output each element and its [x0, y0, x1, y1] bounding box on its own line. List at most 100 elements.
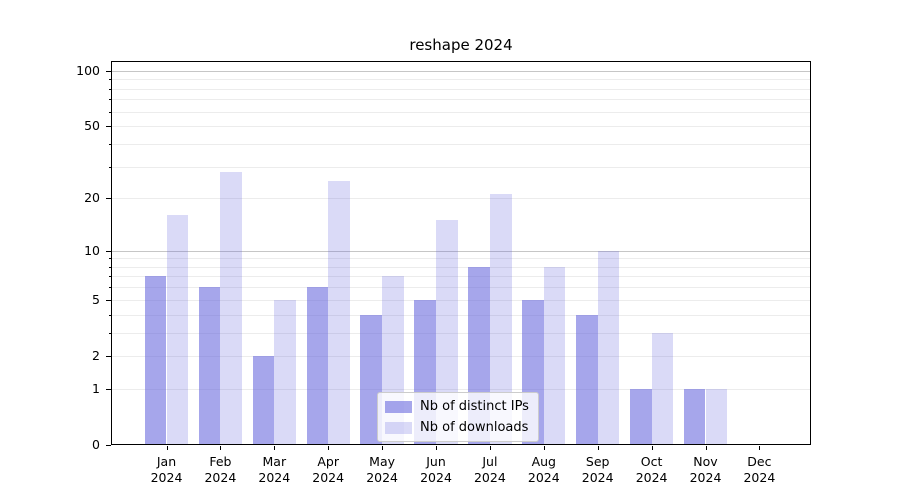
- ytick-label-100: 100: [76, 62, 100, 78]
- xtick-month: Aug: [531, 454, 556, 469]
- legend-swatch-icon: [385, 421, 412, 434]
- ytick-minor-mark-4: [109, 314, 111, 316]
- gridline-y-4: [111, 314, 811, 316]
- legend-swatch-icon: [385, 400, 412, 413]
- xtick-month: Nov: [693, 454, 718, 469]
- bar-downloads-mar: [274, 299, 296, 445]
- ytick-minor-mark-9: [109, 258, 111, 260]
- gridline-y-40: [111, 143, 811, 145]
- xtick-year: 2024: [150, 470, 183, 485]
- xtick-year: 2024: [312, 470, 345, 485]
- legend-row: Nb of downloads: [385, 419, 529, 436]
- xtick-month: Mar: [262, 454, 287, 469]
- xtick-mark-5: [436, 446, 437, 450]
- ytick-minor-mark-30: [109, 166, 111, 168]
- gridline-y-60: [111, 111, 811, 113]
- bar-distinct-ips-feb: [198, 287, 221, 445]
- xtick-label-mar: Mar 2024: [244, 454, 304, 486]
- xtick-label-jan: Jan 2024: [137, 454, 197, 486]
- xtick-label-may: May 2024: [352, 454, 412, 486]
- ytick-mark-0: [106, 445, 111, 446]
- ytick-minor-mark-90: [109, 79, 111, 81]
- bar-downloads-nov: [705, 388, 728, 445]
- xtick-month: Feb: [209, 454, 232, 469]
- gridline-y-50: [111, 126, 811, 128]
- gridline-y-5: [111, 299, 811, 301]
- legend-label: Nb of downloads: [420, 420, 529, 435]
- ytick-label-50: 50: [84, 118, 100, 134]
- ytick-minor-mark-7: [109, 276, 111, 278]
- xtick-label-sep: Sep 2024: [568, 454, 628, 486]
- xtick-mark-11: [759, 446, 761, 450]
- ytick-minor-mark-80: [109, 88, 111, 90]
- ytick-mark-100: [106, 70, 111, 72]
- xtick-year: 2024: [420, 470, 452, 485]
- legend: Nb of distinct IPs Nb of downloads: [377, 392, 539, 442]
- gridline-y-100: [111, 70, 811, 72]
- bar-downloads-jul: [489, 194, 512, 445]
- xtick-mark-8: [597, 446, 599, 450]
- xtick-label-feb: Feb 2024: [190, 454, 250, 486]
- xtick-year: 2024: [635, 470, 668, 485]
- ytick-minor-mark-70: [109, 99, 111, 101]
- gridline-y-7: [111, 276, 811, 278]
- xtick-mark-7: [543, 446, 545, 450]
- xtick-label-jul: Jul 2024: [460, 454, 520, 486]
- bar-distinct-ips-oct: [629, 388, 652, 445]
- xtick-year: 2024: [743, 470, 776, 485]
- bar-downloads-jan: [166, 215, 189, 445]
- xtick-label-aug: Aug 2024: [514, 454, 574, 486]
- xtick-month: Sep: [585, 454, 610, 469]
- ytick-minor-mark-60: [109, 111, 111, 113]
- legend-label: Nb of distinct IPs: [420, 399, 529, 414]
- ytick-label-1: 1: [92, 380, 100, 396]
- ytick-minor-mark-40: [109, 143, 111, 145]
- ytick-label-5: 5: [92, 291, 100, 307]
- ytick-label-0: 0: [92, 437, 100, 452]
- bar-distinct-ips-may: [360, 314, 383, 445]
- gridline-y-30: [111, 166, 811, 168]
- ytick-mark-50: [106, 126, 111, 128]
- xtick-month: Jan: [156, 454, 177, 469]
- xtick-year: 2024: [581, 470, 614, 485]
- xtick-label-apr: Apr 2024: [298, 454, 358, 486]
- ytick-minor-mark-6: [109, 287, 111, 289]
- xtick-label-dec: Dec 2024: [729, 454, 789, 486]
- ytick-mark-2: [106, 355, 111, 357]
- bar-distinct-ips-sep: [576, 314, 598, 445]
- xtick-month: Apr: [317, 454, 339, 469]
- xtick-month: Jul: [482, 454, 498, 469]
- legend-row: Nb of distinct IPs: [385, 398, 529, 415]
- xtick-mark-3: [328, 446, 330, 450]
- ytick-minor-mark-3: [109, 332, 111, 334]
- gridline-y-1: [111, 388, 811, 390]
- gridline-y-3: [111, 332, 811, 334]
- xtick-mark-2: [274, 446, 276, 450]
- gridline-y-80: [111, 88, 811, 90]
- bar-distinct-ips-jan: [144, 276, 167, 445]
- xtick-year: 2024: [258, 470, 291, 485]
- xtick-month: Dec: [747, 454, 772, 469]
- plot-area: [111, 61, 811, 445]
- bar-distinct-ips-apr: [306, 287, 329, 445]
- xtick-mark-1: [220, 446, 222, 450]
- xtick-mark-9: [651, 446, 653, 450]
- ytick-mark-5: [106, 299, 111, 301]
- gridline-y-8: [111, 266, 811, 268]
- ytick-label-20: 20: [84, 190, 100, 206]
- ytick-mark-1: [106, 388, 111, 390]
- gridline-y-70: [111, 99, 811, 101]
- xtick-month: Jun: [426, 454, 446, 469]
- xtick-month: May: [369, 454, 396, 469]
- bar-downloads-sep: [597, 250, 620, 445]
- ytick-mark-20: [106, 198, 111, 200]
- gridline-y-20: [111, 198, 811, 200]
- xtick-year: 2024: [204, 470, 237, 485]
- ytick-label-10: 10: [84, 242, 100, 258]
- bar-distinct-ips-nov: [683, 388, 706, 445]
- xtick-mark-10: [705, 446, 707, 450]
- xtick-label-jun: Jun 2024: [406, 454, 466, 486]
- ytick-minor-mark-8: [109, 266, 111, 268]
- gridline-y-10: [111, 250, 811, 252]
